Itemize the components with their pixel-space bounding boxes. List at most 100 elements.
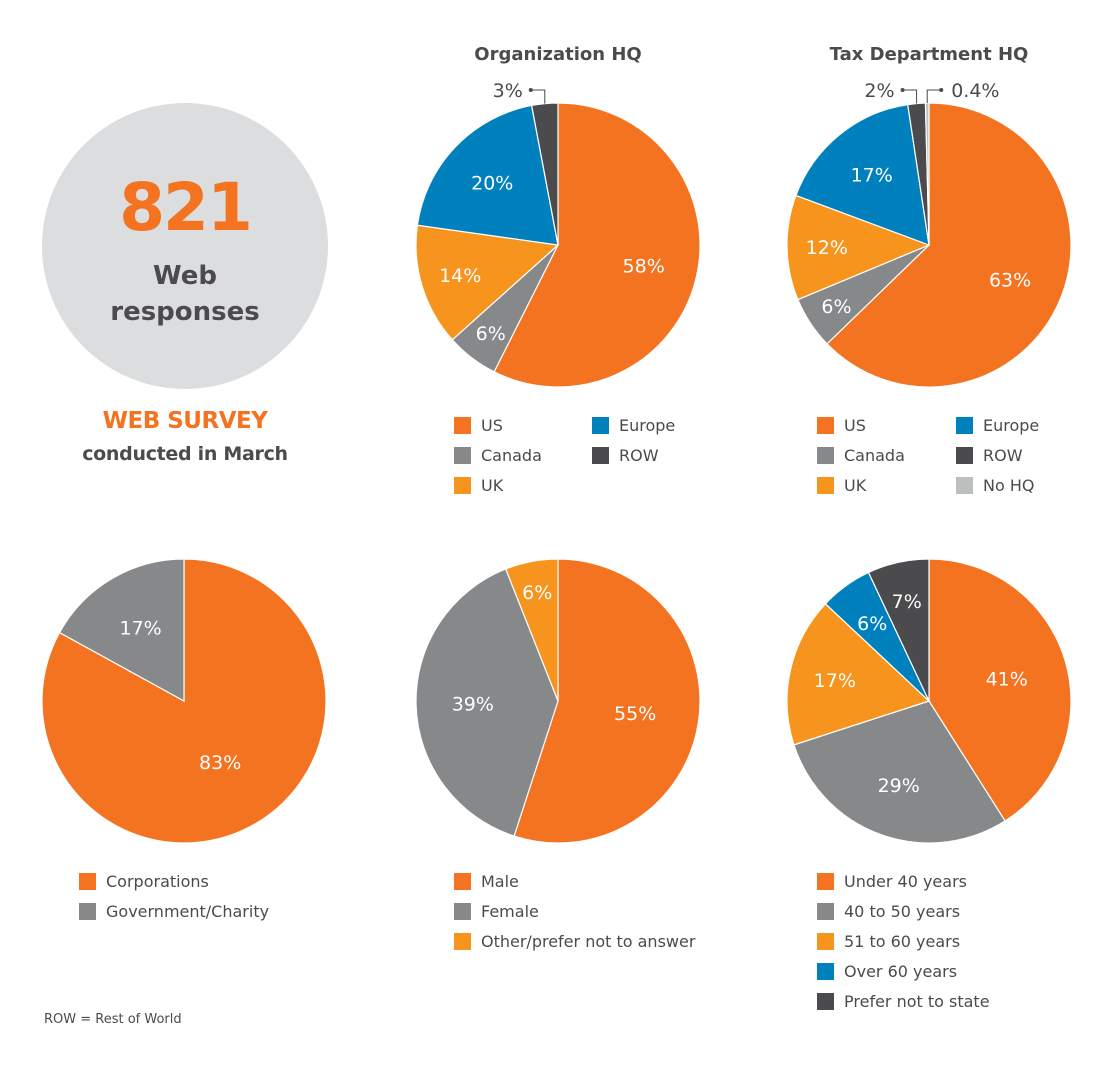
pie-data-label: 14% bbox=[439, 265, 481, 287]
legend-swatch bbox=[817, 446, 834, 464]
legend-item: Europe bbox=[592, 414, 675, 436]
chart-title-tax-department-hq: Tax Department HQ bbox=[829, 44, 1029, 65]
legend-label: Male bbox=[481, 871, 519, 891]
pie-chart-0: 58% 6% 14% 20% 3% bbox=[415, 80, 701, 388]
legend-item: UK bbox=[817, 474, 866, 496]
legend-label: 51 to 60 years bbox=[844, 931, 961, 951]
pie-slice-female bbox=[415, 568, 559, 837]
pie-slice-40-to-50-years bbox=[793, 700, 1006, 844]
pie-callout-label: 3% bbox=[493, 80, 523, 102]
pie-data-label: 29% bbox=[878, 775, 920, 797]
pie-slice-uk bbox=[415, 224, 560, 341]
legend-label: US bbox=[844, 415, 866, 435]
legend-item: Corporations bbox=[79, 870, 209, 892]
responses-circle bbox=[42, 103, 328, 389]
legend-label: Over 60 years bbox=[844, 961, 958, 981]
pie-data-label: 17% bbox=[851, 164, 893, 186]
pie-chart-1: 63% 6% 12% 17% 2% 0.4% bbox=[786, 80, 1072, 388]
pie-slice-51-to-60-years bbox=[786, 602, 931, 746]
legend-label: Under 40 years bbox=[844, 871, 967, 891]
pie-slice-us bbox=[826, 102, 1072, 388]
legend-item: No HQ bbox=[956, 474, 1034, 496]
legend-item: Over 60 years bbox=[817, 960, 957, 982]
pie-data-label: 63% bbox=[989, 269, 1031, 291]
legend-item: ROW bbox=[956, 444, 1023, 466]
legend-swatch bbox=[817, 416, 834, 434]
pie-slice-male bbox=[513, 558, 701, 844]
legend-swatch bbox=[454, 932, 471, 950]
legend-item: Under 40 years bbox=[817, 870, 967, 892]
legend-swatch bbox=[956, 416, 973, 434]
legend-swatch bbox=[454, 446, 471, 464]
legend-item: Government/Charity bbox=[79, 900, 269, 922]
pie-data-label: 17% bbox=[814, 670, 856, 692]
pie-data-label: 41% bbox=[986, 668, 1028, 690]
legend-label: No HQ bbox=[983, 475, 1035, 495]
legend-swatch bbox=[817, 932, 834, 950]
pie-data-label: 6% bbox=[857, 613, 887, 635]
legend-label: UK bbox=[481, 475, 504, 495]
legend-label: 40 to 50 years bbox=[844, 901, 961, 921]
legend-swatch bbox=[956, 476, 973, 494]
legend-item: Prefer not to state bbox=[817, 990, 990, 1012]
pie-data-label: 20% bbox=[471, 172, 513, 194]
legend-label: Corporations bbox=[106, 871, 209, 891]
pie-data-label: 39% bbox=[452, 694, 494, 716]
legend-label: Prefer not to state bbox=[844, 991, 990, 1011]
legend-swatch bbox=[817, 476, 834, 494]
survey-title: WEB SURVEY bbox=[102, 408, 268, 434]
legend-swatch bbox=[454, 902, 471, 920]
pie-chart-4: 41% 29% 17% 6%7% bbox=[786, 558, 1072, 844]
legend-label: Europe bbox=[619, 415, 676, 435]
responses-label: Web responses bbox=[42, 258, 328, 330]
chart-title-organization-hq: Organization HQ bbox=[474, 44, 642, 65]
pie-slice-europe bbox=[416, 104, 559, 246]
legend-swatch bbox=[817, 872, 834, 890]
callout-dot bbox=[939, 88, 944, 92]
legend-item: US bbox=[817, 414, 866, 436]
pie-data-label: 17% bbox=[120, 618, 162, 640]
legend-swatch bbox=[592, 416, 609, 434]
pie-data-label: 12% bbox=[806, 237, 848, 259]
legend-label: Europe bbox=[983, 415, 1040, 435]
legend-item: US bbox=[454, 414, 503, 436]
pie-callout-label: 2% bbox=[864, 80, 894, 102]
responses-label-line2: responses bbox=[110, 297, 260, 327]
legend-swatch bbox=[454, 872, 471, 890]
pie-callout-label: 0.4% bbox=[951, 80, 999, 102]
responses-label-line1: Web bbox=[153, 261, 217, 291]
legend-label: US bbox=[481, 415, 503, 435]
pie-data-label: 55% bbox=[614, 703, 656, 725]
legend-item: UK bbox=[454, 474, 503, 496]
pie-chart-3: 55% 39% 6% bbox=[415, 558, 701, 844]
legend-swatch bbox=[454, 416, 471, 434]
legend-item: Female bbox=[454, 900, 539, 922]
pie-data-label: 7% bbox=[892, 591, 922, 613]
pie-slice-row bbox=[530, 102, 559, 246]
pie-data-label: 58% bbox=[623, 255, 665, 277]
pie-slice-us bbox=[493, 102, 701, 388]
pie-data-label: 83% bbox=[199, 752, 241, 774]
legend-item: 40 to 50 years bbox=[817, 900, 960, 922]
legend-item: ROW bbox=[592, 444, 659, 466]
pie-chart-2: 83% 17% bbox=[41, 558, 327, 844]
legend-swatch bbox=[592, 446, 609, 464]
pie-data-label: 6% bbox=[522, 582, 552, 604]
legend-swatch bbox=[79, 902, 96, 920]
callout-dot bbox=[900, 88, 905, 92]
pie-slice-other-prefer-not-to-answer bbox=[504, 558, 559, 702]
footnote: ROW = Rest of World bbox=[44, 1012, 182, 1027]
legend-swatch bbox=[79, 872, 96, 890]
legend-label: Other/prefer not to answer bbox=[481, 931, 696, 951]
pie-slice-under-40-years bbox=[928, 558, 1072, 822]
legend-swatch bbox=[956, 446, 973, 464]
pie-slice-uk bbox=[786, 194, 931, 301]
legend-label: Canada bbox=[844, 445, 905, 465]
pie-slice-europe bbox=[795, 103, 930, 246]
legend-item: Canada bbox=[817, 444, 905, 466]
responses-count: 821 bbox=[119, 169, 253, 246]
legend-label: ROW bbox=[983, 445, 1023, 465]
legend-swatch bbox=[817, 902, 834, 920]
legend-label: ROW bbox=[619, 445, 659, 465]
